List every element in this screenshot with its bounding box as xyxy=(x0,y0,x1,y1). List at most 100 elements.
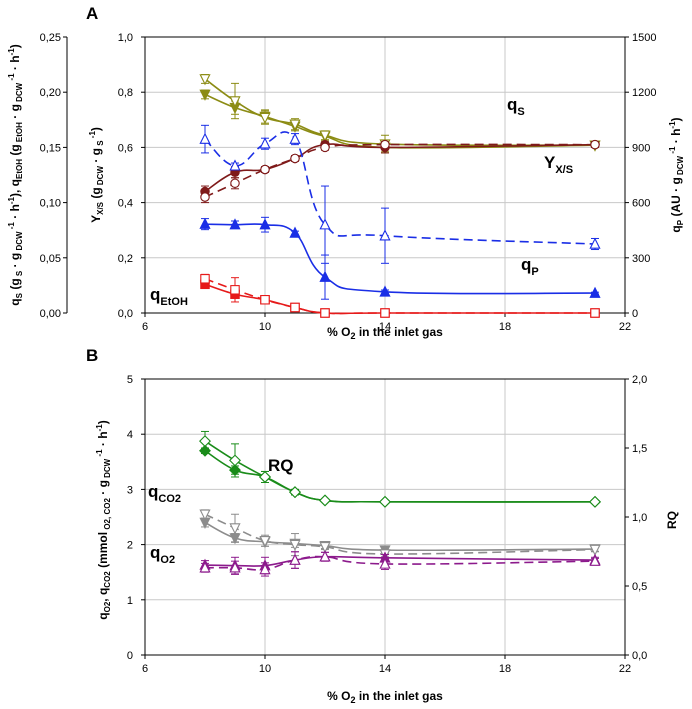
data-point xyxy=(319,494,331,507)
series-line xyxy=(204,513,596,555)
panel-a-outer-left-axis-title: qS (g S · g DCW -1 · h-1), qEtOH (g EtOH… xyxy=(7,44,24,305)
series-line xyxy=(204,131,596,245)
data-point xyxy=(379,557,391,569)
panel-a-grid xyxy=(145,37,625,313)
y-tick-label: 1 xyxy=(127,595,133,607)
x-tick-label: 18 xyxy=(499,663,511,675)
panel-b-x-axis-title: % O2 in the inlet gas xyxy=(327,689,443,705)
data-point xyxy=(589,544,601,556)
y-tick-label: 0,0 xyxy=(118,308,133,320)
panel-a-ticks: 6 10 14 18 220,000,050,100,150,200,250,00,20… xyxy=(40,32,657,333)
x-tick-label: 6 xyxy=(142,321,148,333)
y-tick-label: 0,10 xyxy=(40,198,61,210)
data-point xyxy=(259,137,271,149)
data-point xyxy=(380,308,390,318)
data-point xyxy=(379,285,391,297)
x-tick-label: 10 xyxy=(259,321,271,333)
y-tick-label: 4 xyxy=(127,429,133,441)
y-tick-label: 0,25 xyxy=(40,32,61,44)
data-point xyxy=(229,96,241,108)
y-tick-label: 1500 xyxy=(632,32,656,44)
y-tick-label: 600 xyxy=(632,198,650,210)
y-tick-label: 0,15 xyxy=(40,142,61,154)
data-point xyxy=(289,486,301,499)
y-tick-label: 1,0 xyxy=(632,512,647,524)
data-point xyxy=(589,237,601,249)
x-tick-label: 14 xyxy=(379,663,391,675)
y-tick-label: 2 xyxy=(127,540,133,552)
data-point xyxy=(229,218,241,230)
data-point xyxy=(319,270,331,282)
y-tick-label: 0,05 xyxy=(40,253,61,265)
x-tick-label: 22 xyxy=(619,321,631,333)
label-yxs: YX/S xyxy=(544,153,573,176)
data-point xyxy=(379,495,391,508)
data-point xyxy=(199,89,211,101)
data-point xyxy=(379,229,391,241)
y-tick-label: 300 xyxy=(632,253,650,265)
y-tick-label: 0,20 xyxy=(40,87,61,99)
y-tick-label: 0,4 xyxy=(118,198,133,210)
y-tick-label: 3 xyxy=(127,484,133,496)
series-qp-open- xyxy=(199,124,601,264)
data-point xyxy=(229,561,241,573)
y-tick-label: 1,0 xyxy=(118,32,133,44)
data-point xyxy=(590,139,600,150)
series-yx-s-open- xyxy=(200,139,600,204)
data-point xyxy=(260,164,270,175)
panel-a-x-axis-title: % O2 in the inlet gas xyxy=(327,325,443,341)
data-point xyxy=(229,454,241,467)
x-tick-label: 10 xyxy=(259,663,271,675)
data-point xyxy=(259,218,271,230)
series-qp xyxy=(199,216,601,300)
panel-b-right-axis-title: RQ xyxy=(665,511,679,529)
panel-a-series xyxy=(199,74,601,318)
y-tick-label: 0,00 xyxy=(40,308,61,320)
series-qetoh-open- xyxy=(200,273,600,318)
label-qs: qS xyxy=(507,95,525,118)
data-point xyxy=(320,308,330,318)
y-tick-label: 5 xyxy=(127,374,133,386)
x-tick-label: 14 xyxy=(379,321,391,333)
panel-a-inner-left-axis-title: YX/S (g DCW · g S -1) xyxy=(88,127,105,223)
data-point xyxy=(259,112,271,125)
data-point xyxy=(589,554,601,566)
data-point xyxy=(320,142,330,153)
series-qs xyxy=(199,89,601,154)
data-point xyxy=(230,285,240,295)
data-point xyxy=(290,302,300,313)
panel-b-series xyxy=(199,430,601,577)
x-tick-label: 22 xyxy=(619,663,631,675)
data-point xyxy=(319,130,331,142)
data-point xyxy=(199,74,211,86)
data-point xyxy=(259,535,271,548)
data-point xyxy=(290,153,300,164)
y-tick-label: 0 xyxy=(127,650,133,662)
y-tick-label: 0,2 xyxy=(118,253,133,265)
y-tick-label: 0,8 xyxy=(118,87,133,99)
label-rq: RQ xyxy=(268,456,294,475)
data-point xyxy=(289,226,301,238)
data-point xyxy=(229,523,241,535)
label-qetoh: qEtOH xyxy=(150,285,188,308)
data-point xyxy=(289,132,301,144)
series-line xyxy=(204,93,596,149)
panel-b-ticks: 6 10 14 18 22 0 1 2 3 4 5 0,0 0,5 1,0 1,5 2,0 xyxy=(127,374,647,675)
data-point xyxy=(319,218,331,230)
data-point xyxy=(199,561,211,573)
data-point xyxy=(199,509,211,521)
y-tick-label: 0,5 xyxy=(632,581,647,593)
data-point xyxy=(199,132,211,144)
data-point xyxy=(319,550,331,562)
series-qo2-open- xyxy=(199,550,601,577)
data-point xyxy=(230,178,240,189)
panel-b-left-axis-title: qO2, qCO2 (mmol O2, CO2 · g DCW -1 · h-1… xyxy=(95,420,112,619)
label-qco2: qCO2 xyxy=(148,482,181,505)
y-tick-label: 2,0 xyxy=(632,374,647,386)
data-point xyxy=(589,286,601,298)
data-point xyxy=(229,159,241,171)
data-point xyxy=(200,192,210,202)
y-tick-label: 0,6 xyxy=(118,142,133,154)
data-point xyxy=(289,119,301,131)
label-qp: qP xyxy=(521,255,539,278)
